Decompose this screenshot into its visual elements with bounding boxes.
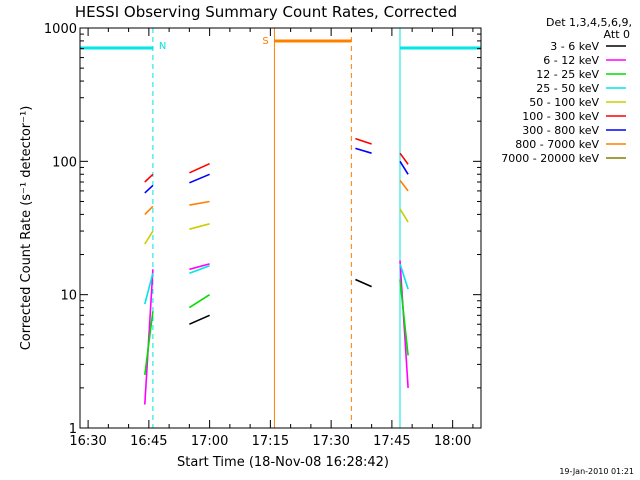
plot-frame (79, 27, 482, 429)
series-line (355, 137, 372, 145)
series-line (189, 223, 210, 230)
x-tick-label: 17:45 (373, 434, 410, 449)
series-line (189, 263, 210, 271)
x-tick-label: 17:00 (191, 434, 228, 449)
series-line (144, 230, 154, 245)
series-line (355, 147, 372, 154)
series-line (144, 173, 154, 183)
series-line (399, 179, 409, 192)
series-line (399, 160, 409, 175)
x-tick-label: 16:30 (69, 434, 106, 449)
legend-header-attenuator: Att 0 (604, 28, 630, 41)
y-tick-label: 100 (52, 155, 77, 170)
series-line (355, 278, 372, 288)
series-line (189, 162, 210, 174)
axis-layer: 16:30 16:45 17:00 17:15 17:30 17:45 18:00 1 10 10… (44, 22, 481, 449)
series-line (144, 184, 154, 194)
night-flag-label: N (159, 41, 166, 52)
series-line (144, 311, 154, 376)
series-line (189, 264, 210, 274)
series-line (399, 263, 409, 290)
series-line (399, 208, 409, 223)
legend-entry-label: 50 - 100 keV (529, 96, 599, 109)
legend-header-detectors: Det 1,3,4,5,6,9, (546, 16, 632, 29)
series-line (188, 294, 211, 309)
series-line (189, 200, 210, 206)
legend-entry-label: 300 - 800 keV (522, 124, 599, 137)
y-axis-label: Corrected Count Rate (s⁻¹ detector⁻¹) (19, 106, 34, 351)
x-tick-label: 17:15 (252, 434, 289, 449)
saa-flag-label: S (262, 36, 268, 47)
y-tick-label: 10 (60, 289, 77, 304)
series-line (144, 272, 154, 305)
y-tick-label: 1 (69, 422, 77, 437)
legend-entry-label: 800 - 7000 keV (515, 138, 599, 151)
series-line (399, 279, 409, 356)
series-line (189, 173, 210, 184)
chart-title: HESSI Observing Summary Count Rates, Cor… (75, 3, 457, 21)
legend-entry-label: 7000 - 20000 keV (501, 152, 599, 165)
y-tick-label: 1000 (44, 22, 77, 37)
x-tick-label: 18:00 (434, 434, 471, 449)
legend-entry-label: 6 - 12 keV (543, 54, 599, 67)
series-line (144, 205, 154, 215)
series-line (189, 314, 210, 325)
legend-entry-label: 12 - 25 keV (536, 68, 599, 81)
legend-entry-label: 25 - 50 keV (536, 82, 599, 95)
series-line (399, 152, 409, 165)
x-tick-label: 16:45 (130, 434, 167, 449)
x-axis-label: Start Time (18-Nov-08 16:28:42) (177, 455, 389, 470)
x-tick-label: 17:30 (312, 434, 349, 449)
timestamp: 19-Jan-2010 01:21 (559, 467, 634, 476)
legend-entry-label: 3 - 6 keV (550, 40, 599, 53)
legend-entry-label: 100 - 300 keV (522, 110, 599, 123)
